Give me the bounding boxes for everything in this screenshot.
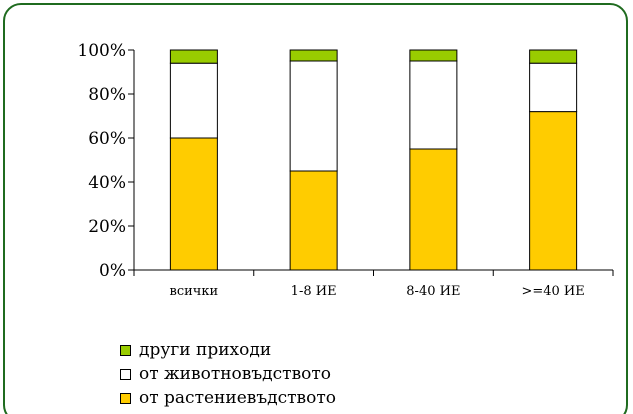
bar-segment xyxy=(529,49,578,64)
bar-segment xyxy=(289,170,338,271)
bar-segment xyxy=(529,62,578,113)
x-tick-label: всички xyxy=(170,284,219,299)
y-tick-label: 60% xyxy=(88,129,126,149)
y-tick-label: 0% xyxy=(99,261,126,281)
legend-item-other-income: други приходи xyxy=(120,338,336,362)
legend-label-livestock: от животновъдството xyxy=(139,364,332,384)
bar-segment xyxy=(529,111,578,271)
bar-segment xyxy=(169,49,218,64)
bar-segment xyxy=(409,49,458,62)
bar-segment xyxy=(169,62,218,139)
legend-label-crops: от растениевъдството xyxy=(139,388,336,408)
bar-segment xyxy=(289,49,338,62)
legend-item-crops: от растениевъдството xyxy=(120,386,336,410)
bar-segment xyxy=(409,60,458,150)
bar-segment xyxy=(289,60,338,172)
chart-frame xyxy=(3,3,628,414)
legend-swatch-crops xyxy=(120,392,131,404)
bar-segment xyxy=(409,148,458,271)
legend-swatch-livestock xyxy=(120,368,131,380)
legend-label-other-income: други приходи xyxy=(139,340,272,360)
legend-item-livestock: от животновъдството xyxy=(120,362,336,386)
y-tick-label: 20% xyxy=(88,217,126,237)
chart-legend: други приходи от животновъдството от рас… xyxy=(120,338,336,410)
x-tick-label: 1-8 ИЕ xyxy=(291,284,337,299)
x-tick-label: >=40 ИЕ xyxy=(521,284,584,299)
y-tick-label: 80% xyxy=(88,85,126,105)
y-tick-label: 100% xyxy=(77,41,126,61)
y-tick-label: 40% xyxy=(88,173,126,193)
bar-segment xyxy=(169,137,218,271)
legend-swatch-other-income xyxy=(120,344,131,356)
x-tick-label: 8-40 ИЕ xyxy=(406,284,460,299)
